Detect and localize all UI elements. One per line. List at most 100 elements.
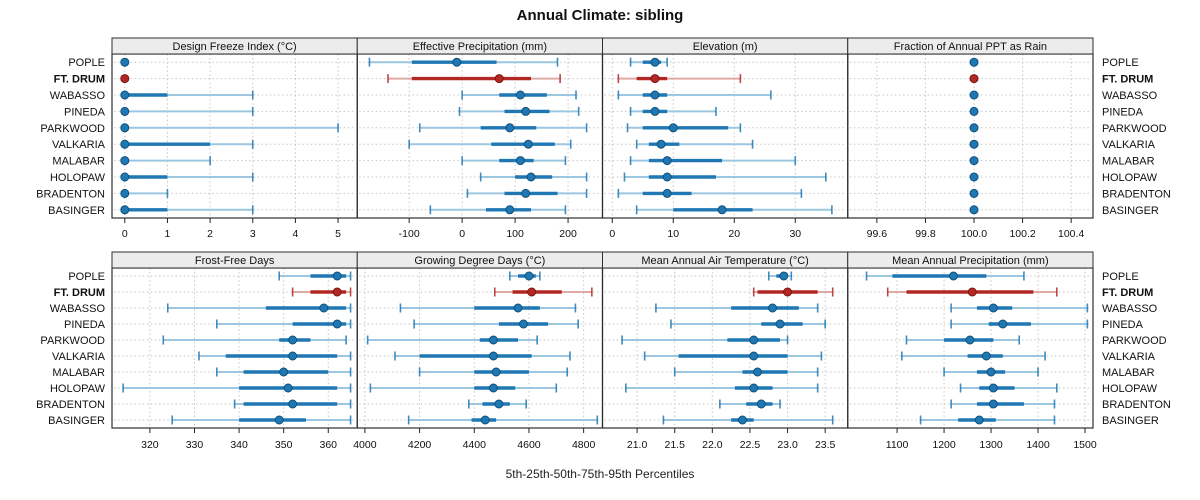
panel-title: Mean Annual Air Temperature (°C) (641, 255, 808, 267)
median-dot (662, 172, 672, 182)
station-label-right: POPLE (1102, 271, 1139, 283)
median-dot (518, 319, 528, 329)
station-label-left: BASINGER (48, 415, 105, 427)
median-dot (969, 156, 979, 166)
station-label-right: FT. DRUM (1102, 74, 1153, 86)
station-label-right: PARKWOOD (1102, 335, 1167, 347)
x-tick-label: 200 (559, 228, 577, 240)
median-dot (779, 271, 789, 281)
x-tick-label: 22.5 (740, 439, 761, 451)
x-tick-label: 1200 (932, 439, 956, 451)
station-label-right: HOLOPAW (1102, 172, 1158, 184)
panel-frost-free-days: 320 330 340 350 360 Frost-Free Days (111, 251, 358, 451)
panel-growing-degree-days-c: 4000 4200 4400 4600 4800 Growing Degree Days … (353, 251, 604, 451)
median-dot (494, 74, 504, 84)
median-dot (319, 303, 329, 313)
station-label-left: VALKARIA (52, 351, 106, 363)
median-dot (120, 205, 130, 215)
station-label-right: BRADENTON (1102, 399, 1171, 411)
panel-elevation-m: 0 10 20 30 Elevation (m) (601, 37, 849, 240)
station-label-left: PINEDA (64, 319, 106, 331)
median-dot (505, 123, 515, 133)
x-tick-label: 100 (506, 228, 524, 240)
panel-title: Mean Annual Precipitation (mm) (892, 255, 1049, 267)
x-tick-label: 23.5 (815, 439, 836, 451)
median-dot (969, 205, 979, 215)
x-tick-label: 21.5 (665, 439, 686, 451)
station-label-right: VALKARIA (1102, 139, 1156, 151)
station-label-right: PARKWOOD (1102, 123, 1167, 135)
median-dot (668, 123, 678, 133)
station-label-right: WABASSO (1102, 90, 1158, 102)
median-dot (656, 139, 666, 149)
median-dot (513, 303, 523, 313)
station-label-right: PINEDA (1102, 319, 1144, 331)
chart-title: Annual Climate: sibling (517, 7, 684, 24)
median-dot (998, 319, 1008, 329)
x-tick-label: 4 (292, 228, 298, 240)
percentiles-caption: 5th-25th-50th-75th-95th Percentiles (506, 467, 695, 481)
x-tick-label: 100.4 (1058, 228, 1084, 240)
x-tick-label: 4400 (463, 439, 487, 451)
station-label-right: HOLOPAW (1102, 383, 1158, 395)
x-tick-label: 0 (122, 228, 128, 240)
median-dot (521, 106, 531, 116)
median-dot (515, 90, 525, 100)
median-dot (650, 90, 660, 100)
median-dot (279, 367, 289, 377)
panel-header (847, 37, 1094, 55)
panel-title: Elevation (m) (693, 41, 758, 53)
median-dot (650, 74, 660, 84)
median-dot (120, 188, 130, 198)
station-label-right: PINEDA (1102, 106, 1144, 118)
x-tick-label: 1400 (1026, 439, 1050, 451)
panel-title: Design Freeze Index (°C) (173, 41, 297, 53)
median-dot (974, 415, 984, 425)
median-dot (662, 156, 672, 166)
station-label-right: FT. DRUM (1102, 287, 1153, 299)
median-dot (969, 74, 979, 84)
station-label-right: WABASSO (1102, 303, 1158, 315)
median-dot (332, 319, 342, 329)
panel-title: Effective Precipitation (mm) (413, 41, 547, 53)
station-label-left: VALKARIA (52, 139, 106, 151)
median-dot (332, 271, 342, 281)
median-dot (967, 287, 977, 297)
station-label-left: WABASSO (50, 303, 106, 315)
median-dot (969, 106, 979, 116)
median-dot (768, 303, 778, 313)
median-dot (986, 367, 996, 377)
x-tick-label: 0 (609, 228, 615, 240)
median-dot (332, 287, 342, 297)
x-tick-label: -100 (399, 228, 420, 240)
panel-title: Growing Degree Days (°C) (414, 255, 545, 267)
station-label-left: POPLE (68, 271, 105, 283)
median-dot (524, 271, 534, 281)
station-label-left: MALABAR (52, 367, 105, 379)
median-dot (948, 271, 958, 281)
median-dot (969, 90, 979, 100)
x-tick-label: 10 (667, 228, 679, 240)
x-tick-label: 99.8 (915, 228, 936, 240)
median-dot (120, 172, 130, 182)
x-tick-label: 330 (186, 439, 204, 451)
panel-mean-annual-air-temperature-c: 21.0 21.5 22.0 22.5 23.0 23.5 Mean Annual Air … (601, 251, 849, 451)
x-tick-label: 0 (459, 228, 465, 240)
panel-design-freeze-index-c: 0 1 2 3 4 5 Design Freeze Index (°C) (111, 37, 358, 240)
median-dot (274, 415, 284, 425)
x-tick-label: 1100 (886, 439, 909, 451)
median-dot (120, 57, 130, 67)
panel-title: Frost-Free Days (195, 255, 275, 267)
median-dot (988, 303, 998, 313)
median-dot (737, 415, 747, 425)
x-tick-label: 340 (230, 439, 248, 451)
x-tick-label: 4000 (353, 439, 377, 451)
median-dot (749, 335, 759, 345)
station-label-right: BASINGER (1102, 415, 1159, 427)
x-tick-label: 2 (207, 228, 213, 240)
median-dot (283, 383, 293, 393)
median-dot (969, 57, 979, 67)
median-dot (288, 335, 298, 345)
x-tick-label: 4200 (408, 439, 432, 451)
